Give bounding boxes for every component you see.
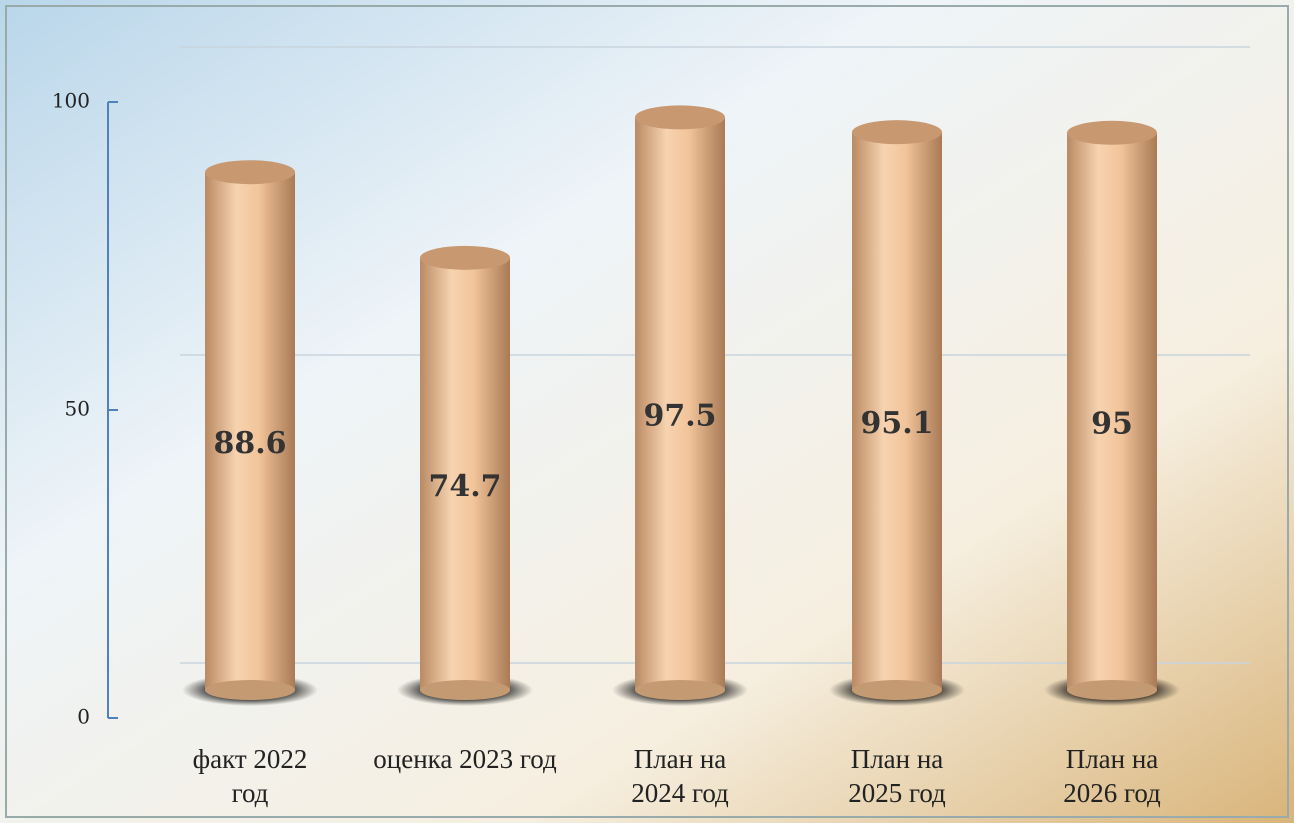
y-tick-label: 0: [77, 705, 90, 729]
cylinder-top: [1067, 120, 1157, 145]
y-tick-label: 50: [65, 397, 90, 421]
bar: [852, 120, 942, 700]
value-label: 95.1: [860, 406, 933, 441]
frame: [5, 5, 1289, 818]
cylinder-body: [635, 117, 725, 690]
value-label: 88.6: [213, 426, 286, 461]
bar: [205, 160, 295, 700]
value-label: 74.7: [428, 469, 501, 504]
cylinder-base: [1067, 680, 1157, 700]
cylinder-base: [420, 680, 510, 700]
cylinder-body: [1067, 132, 1157, 691]
x-tick-label: оценка 2023 год: [373, 744, 557, 774]
cylinder-body: [420, 257, 510, 690]
cylinder-body: [852, 132, 942, 690]
cylinder-top: [852, 120, 942, 145]
cylinder-base: [205, 680, 295, 700]
x-tick-label: План на 2026 год: [1063, 744, 1161, 808]
value-label: 95: [1091, 406, 1133, 441]
cylinder-base: [635, 680, 725, 700]
cylinder-top: [205, 160, 295, 185]
cylinder-top: [420, 245, 510, 270]
value-label: 97.5: [643, 399, 716, 434]
x-tick-label: План на 2025 год: [848, 744, 946, 808]
cylinder-top: [635, 105, 725, 130]
bar: [635, 105, 725, 700]
y-tick-label: 100: [52, 89, 90, 113]
bar: [1067, 120, 1157, 700]
x-tick-label: факт 2022 год: [192, 744, 308, 808]
cylinder-base: [852, 680, 942, 700]
cylinder-body: [205, 172, 295, 690]
bar: [420, 245, 510, 700]
x-tick-label: План на 2024 год: [631, 744, 729, 808]
